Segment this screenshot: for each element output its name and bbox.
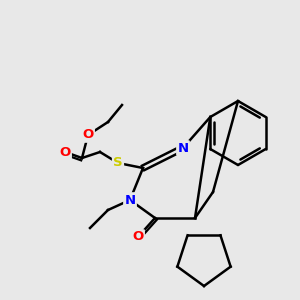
- Text: S: S: [113, 157, 123, 169]
- Text: O: O: [82, 128, 94, 142]
- Text: N: N: [124, 194, 136, 206]
- Text: O: O: [59, 146, 70, 158]
- Text: N: N: [177, 142, 189, 154]
- Text: O: O: [132, 230, 144, 244]
